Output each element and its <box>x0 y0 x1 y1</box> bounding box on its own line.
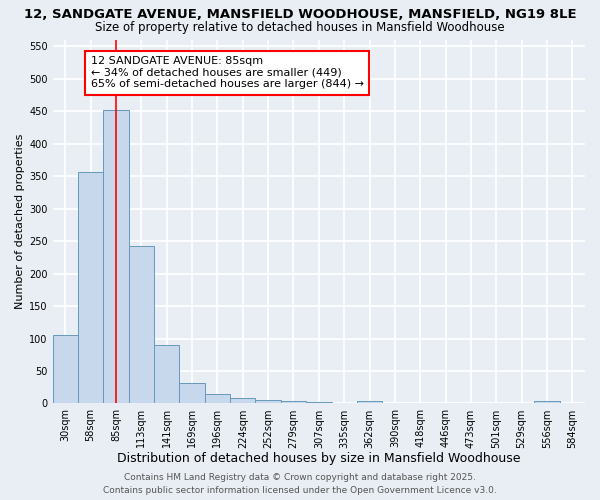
Text: Size of property relative to detached houses in Mansfield Woodhouse: Size of property relative to detached ho… <box>95 22 505 35</box>
Bar <box>154 345 179 404</box>
Bar <box>179 384 205 404</box>
Text: 12 SANDGATE AVENUE: 85sqm
← 34% of detached houses are smaller (449)
65% of semi: 12 SANDGATE AVENUE: 85sqm ← 34% of detac… <box>91 56 364 90</box>
Bar <box>281 401 306 404</box>
Bar <box>306 402 332 404</box>
Bar <box>205 394 230 404</box>
Text: 12, SANDGATE AVENUE, MANSFIELD WOODHOUSE, MANSFIELD, NG19 8LE: 12, SANDGATE AVENUE, MANSFIELD WOODHOUSE… <box>23 8 577 20</box>
Bar <box>78 172 103 404</box>
Bar <box>103 110 129 404</box>
Bar <box>53 336 78 404</box>
Y-axis label: Number of detached properties: Number of detached properties <box>15 134 25 310</box>
Text: Contains HM Land Registry data © Crown copyright and database right 2025.
Contai: Contains HM Land Registry data © Crown c… <box>103 474 497 495</box>
Bar <box>256 400 281 404</box>
Bar <box>129 246 154 404</box>
Bar <box>535 401 560 404</box>
X-axis label: Distribution of detached houses by size in Mansfield Woodhouse: Distribution of detached houses by size … <box>117 452 521 465</box>
Bar <box>230 398 256 404</box>
Bar <box>357 401 382 404</box>
